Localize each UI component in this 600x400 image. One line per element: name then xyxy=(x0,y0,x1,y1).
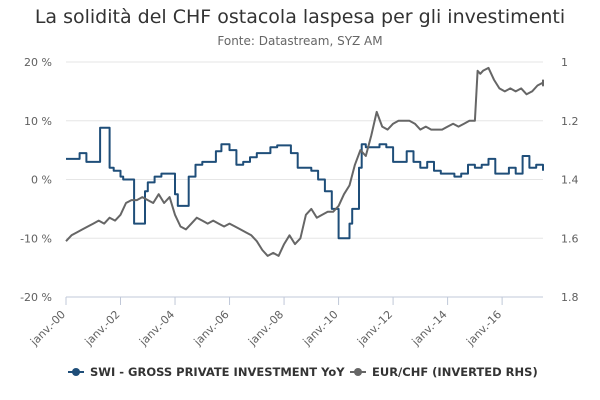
x-axis: janv.-00 janv.-02 janv.-04 janv.-06 janv.-08… xyxy=(27,296,543,349)
right-y-axis: 1 1.2 1.4 1.6 1.8 xyxy=(561,56,579,304)
x-tick-label: janv.-10 xyxy=(300,308,341,349)
right-tick-label: 1.6 xyxy=(561,232,579,245)
left-tick-label: 10 % xyxy=(24,115,52,128)
right-tick-label: 1 xyxy=(561,56,568,69)
x-tick-label: janv.-12 xyxy=(354,308,395,349)
series-line-eurchf xyxy=(65,66,544,257)
x-tick-label: janv.-02 xyxy=(82,308,123,349)
gridlines xyxy=(66,61,543,298)
left-tick-label: 20 % xyxy=(24,56,52,69)
left-tick-label: -10 % xyxy=(20,232,52,245)
x-tick-label: janv.-00 xyxy=(27,308,68,349)
legend-item-eurchf: EUR/CHF (INVERTED RHS) xyxy=(372,365,538,379)
right-tick-label: 1.4 xyxy=(561,174,579,187)
x-tick-label: janv.-14 xyxy=(409,308,450,349)
series-lines xyxy=(65,66,544,257)
legend-swatch-marker xyxy=(354,368,362,376)
left-y-axis: 20 % 10 % 0 % -10 % -20 % xyxy=(20,56,52,304)
left-tick-label: -20 % xyxy=(20,291,52,304)
legend[interactable]: SWI - GROSS PRIVATE INVESTMENT YoY EUR/CH… xyxy=(68,365,538,379)
right-tick-label: 1.8 xyxy=(561,291,579,304)
chart-subtitle: Fonte: Datastream, SYZ AM xyxy=(217,34,383,48)
right-tick-label: 1.2 xyxy=(561,115,579,128)
legend-swatch-marker xyxy=(72,368,80,376)
x-tick-label: janv.-16 xyxy=(463,308,504,349)
x-tick-label: janv.-06 xyxy=(191,308,232,349)
x-tick-label: janv.-04 xyxy=(136,308,177,349)
left-tick-label: 0 % xyxy=(31,174,52,187)
x-tick-label: janv.-08 xyxy=(245,308,286,349)
chart-title: La solidità del CHF ostacola laspesa per… xyxy=(34,6,566,28)
legend-item-investment: SWI - GROSS PRIVATE INVESTMENT YoY xyxy=(90,365,345,379)
series-line-investment xyxy=(66,126,544,240)
